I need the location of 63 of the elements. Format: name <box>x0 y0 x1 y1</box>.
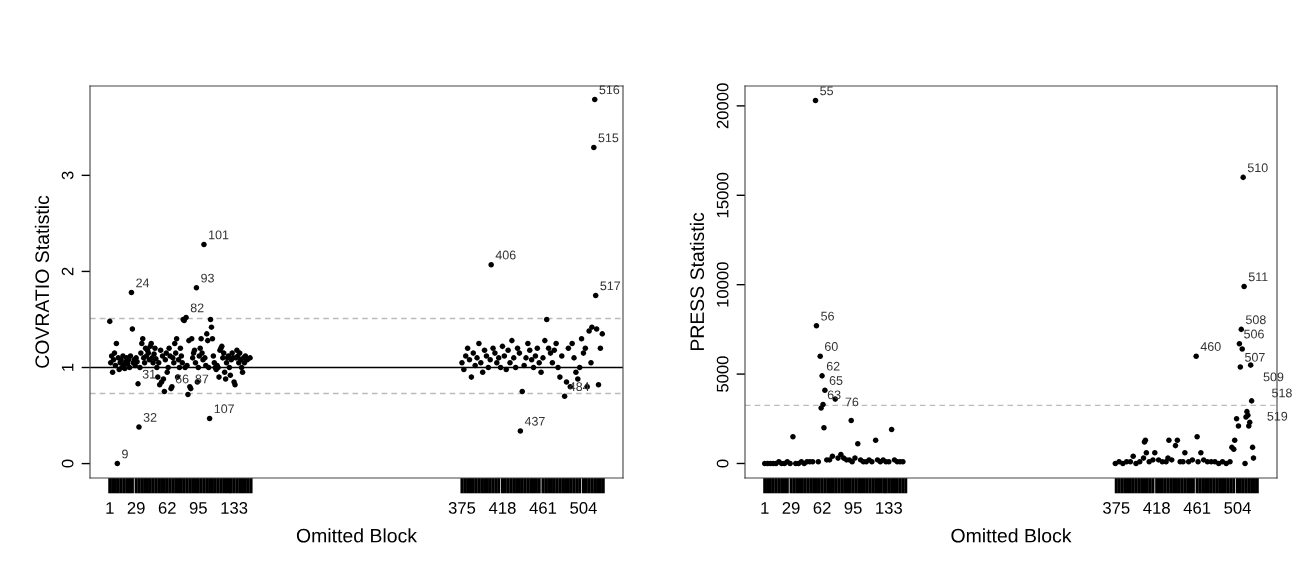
annotation: 82 <box>190 303 204 313</box>
y-tick-label: 10000 <box>716 262 729 307</box>
y-axis-title: COVRATIO Statistic <box>34 195 50 368</box>
annotation: 66 <box>175 374 189 384</box>
x-tick-label: 461 <box>529 502 557 514</box>
annotation: 31 <box>142 369 156 379</box>
y-tick-label: 20000 <box>716 83 729 129</box>
annotation: 508 <box>1245 315 1266 325</box>
annotation: 506 <box>1244 329 1264 339</box>
annotation: 406 <box>495 250 516 260</box>
x-axis-title: Omitted Block <box>951 528 1072 543</box>
y-tick-label: 2 <box>61 267 74 276</box>
x-tick-label: 418 <box>1143 502 1170 514</box>
annotation: 509 <box>1263 372 1284 382</box>
annotation: 24 <box>136 278 150 288</box>
annotation: 460 <box>1200 342 1221 351</box>
annotation: 76 <box>845 397 859 407</box>
annotation: 32 <box>143 412 157 422</box>
x-tick-label: 375 <box>448 502 476 514</box>
x-tick-label: 461 <box>1183 502 1211 514</box>
annotation: 517 <box>600 281 621 291</box>
x-tick-label: 29 <box>127 502 145 514</box>
annotation: 9 <box>122 449 128 459</box>
x-tick-label: 418 <box>488 502 516 514</box>
x-tick-label: 504 <box>1224 502 1251 514</box>
y-tick-label: 0 <box>61 459 74 468</box>
annotation: 101 <box>209 230 229 240</box>
x-tick-label: 504 <box>570 502 597 514</box>
annotation: 437 <box>524 416 545 426</box>
annotation: 56 <box>821 311 834 321</box>
x-tick-label: 133 <box>876 502 902 514</box>
y-tick-label: 1 <box>61 363 74 371</box>
x-tick-label: 375 <box>1103 502 1130 514</box>
annotation: 60 <box>825 342 838 351</box>
x-tick-label: 133 <box>221 502 248 514</box>
annotation: 107 <box>214 404 234 414</box>
x-tick-label: 62 <box>158 502 176 514</box>
x-tick-label: 62 <box>813 502 831 514</box>
annotation: 516 <box>599 85 620 95</box>
annotation: 93 <box>201 273 214 283</box>
annotation: 63 <box>827 390 841 400</box>
x-tick-label: 29 <box>782 502 800 514</box>
annotation: 510 <box>1247 163 1268 173</box>
x-tick-label: 95 <box>189 502 207 514</box>
x-tick-label: 1 <box>761 502 769 514</box>
annotation: 484 <box>569 382 590 392</box>
annotation: 65 <box>829 376 843 385</box>
annotation: 511 <box>1248 272 1268 282</box>
y-tick-label: 3 <box>61 171 74 180</box>
y-tick-label: 0 <box>716 459 729 468</box>
y-axis-title: PRESS Statistic <box>689 212 705 351</box>
annotation: 518 <box>1272 388 1292 398</box>
annotation: 62 <box>826 361 840 371</box>
annotation: 55 <box>820 86 834 96</box>
annotation: 519 <box>1267 411 1288 421</box>
annotation: 515 <box>598 133 619 143</box>
y-tick-label: 15000 <box>716 172 729 218</box>
annotation: 507 <box>1245 352 1265 362</box>
annotation: 87 <box>195 374 209 384</box>
x-axis-title: Omitted Block <box>296 528 418 543</box>
y-tick-label: 5000 <box>716 356 729 392</box>
x-tick-label: 1 <box>106 502 114 514</box>
x-tick-label: 95 <box>844 502 862 514</box>
